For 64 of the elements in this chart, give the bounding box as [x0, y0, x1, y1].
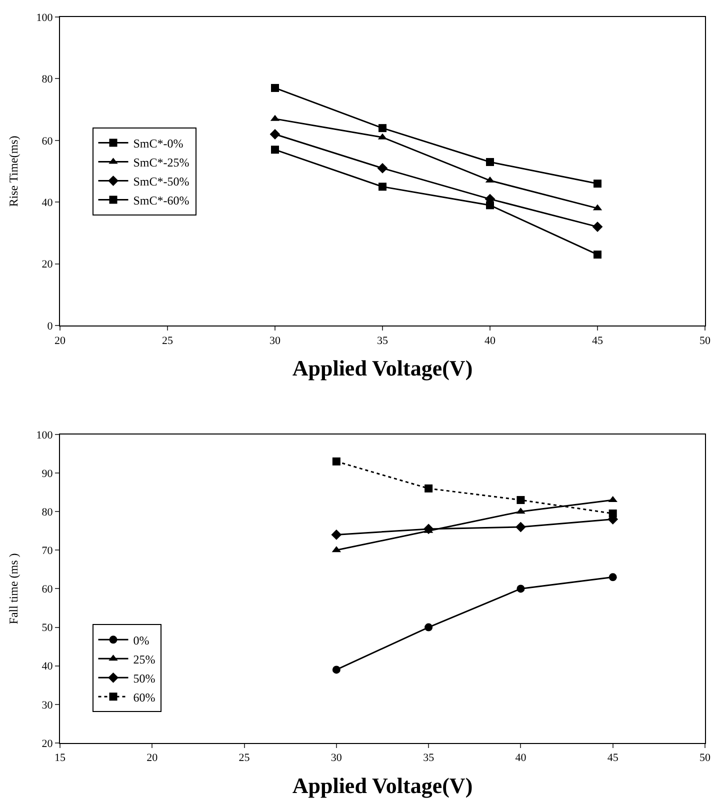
x-tick-label: 35	[423, 752, 435, 764]
y-tick-label: 90	[42, 468, 54, 480]
x-axis-title: Applied Voltage(V)	[292, 356, 473, 381]
point	[608, 510, 617, 518]
x-tick-label: 40	[515, 752, 527, 764]
point	[592, 222, 603, 232]
point	[486, 201, 494, 210]
y-tick-label: 20	[42, 258, 54, 271]
x-tick-label: 20	[54, 334, 66, 347]
x-tick-label: 15	[54, 752, 66, 764]
point	[424, 484, 433, 492]
x-tick-label: 45	[607, 752, 619, 764]
legend-label: 0%	[133, 633, 150, 648]
x-tick-label: 25	[162, 334, 174, 347]
y-tick-label: 60	[42, 584, 54, 596]
x-tick-label: 30	[330, 752, 342, 764]
point	[270, 129, 280, 140]
x-tick-label: 30	[270, 334, 281, 347]
point	[486, 158, 494, 166]
point	[377, 162, 388, 174]
point	[516, 522, 526, 532]
point	[331, 530, 342, 540]
point	[378, 124, 386, 132]
legend-label: 50%	[133, 671, 156, 686]
x-tick-label: 50	[700, 334, 711, 347]
point	[594, 180, 602, 188]
legend-label: 60%	[133, 690, 156, 704]
y-tick-label: 40	[42, 196, 54, 209]
x-tick-label: 35	[377, 334, 388, 347]
x-tick-label: 45	[592, 334, 604, 347]
y-tick-label: 20	[42, 738, 54, 750]
point	[332, 666, 340, 674]
x-tick-label: 50	[700, 752, 711, 764]
x-tick-label: 20	[146, 752, 158, 764]
legend-label: 25%	[133, 652, 156, 666]
point	[608, 573, 617, 582]
point	[424, 623, 433, 632]
point	[271, 84, 279, 92]
y-tick-label: 60	[42, 135, 54, 148]
point	[423, 524, 434, 534]
y-tick-label: 100	[36, 429, 54, 442]
y-axis-title: Fall time (ms )	[6, 553, 21, 624]
point	[516, 496, 525, 504]
y-tick-label: 100	[36, 12, 54, 24]
y-tick-label: 30	[42, 699, 54, 712]
point	[516, 584, 525, 593]
point	[332, 457, 340, 466]
point	[271, 146, 279, 154]
y-tick-label: 0	[47, 320, 54, 332]
legend-label: SmC*-25%	[133, 155, 190, 170]
y-tick-label: 70	[42, 545, 54, 558]
legend-label: SmC*-60%	[133, 193, 190, 208]
y-axis-title: Rise Time(ms)	[6, 136, 21, 207]
legend-label: SmC*-0%	[133, 136, 184, 150]
y-tick-label: 80	[42, 74, 54, 86]
y-tick-label: 50	[42, 622, 54, 634]
legend-label: SmC*-50%	[133, 174, 190, 188]
point	[594, 250, 602, 259]
y-tick-label: 80	[42, 506, 54, 518]
y-tick-label: 40	[42, 660, 54, 673]
x-tick-label: 40	[484, 334, 496, 347]
x-axis-title: Applied Voltage(V)	[292, 773, 473, 798]
point	[378, 182, 386, 191]
x-tick-label: 25	[238, 752, 250, 764]
